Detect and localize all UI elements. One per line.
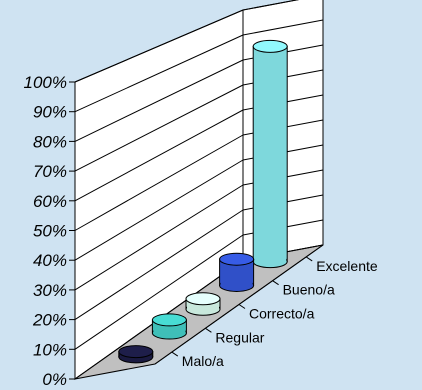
- bar-top: [151, 313, 187, 327]
- bars: [118, 39, 288, 364]
- side-gridline: [74, 184, 244, 291]
- side-gridline: [74, 209, 244, 321]
- bar-Bueno/a: [219, 252, 255, 292]
- bar-Excelente: [252, 39, 288, 269]
- y-tick-label: 30%: [33, 281, 67, 300]
- side-gridline: [74, 34, 244, 113]
- bar-top: [185, 292, 221, 306]
- y-tick-label: 100%: [24, 73, 67, 92]
- y-tick-label: 80%: [33, 132, 67, 151]
- x-tick-mark: [272, 280, 279, 286]
- bar-Malo/a: [118, 345, 154, 364]
- side-gridline: [74, 159, 244, 261]
- back-gridline: [242, 19, 324, 36]
- x-tick-label: Correcto/a: [249, 306, 315, 322]
- y-tick-label: 50%: [33, 222, 67, 241]
- side-gridline: [74, 109, 244, 202]
- x-axis-ticks: Excelente Bueno/a Correcto/a Regular Malo/a: [154, 244, 378, 369]
- y-tick-label: 0%: [42, 370, 67, 389]
- side-gridline: [74, 59, 244, 142]
- x-tick-label: Bueno/a: [283, 282, 335, 298]
- bar-top: [118, 345, 154, 359]
- bar-top: [252, 39, 288, 53]
- side-gridline: [74, 9, 244, 83]
- bar-fill: [254, 46, 287, 262]
- x-axis-line: [154, 244, 324, 365]
- bar-top: [219, 252, 255, 266]
- x-tick-label: Regular: [215, 329, 264, 345]
- side-gridline: [74, 84, 244, 172]
- y-tick-label: 70%: [33, 162, 67, 181]
- x-tick-mark: [171, 351, 179, 357]
- bar-Correcto/a: [185, 292, 221, 316]
- y-tick-label: 20%: [32, 311, 67, 330]
- side-gridline: [74, 234, 244, 350]
- back-gridline: [242, 0, 300, 11]
- y-tick-label: 60%: [33, 192, 67, 211]
- bar-Regular: [151, 313, 187, 340]
- x-tick-mark: [238, 304, 246, 309]
- y-axis-ticks: 0% 10% 20% 30% 40% 50% 60% 70% 80% 90% 100%: [24, 73, 75, 389]
- y-tick-label: 10%: [33, 340, 67, 359]
- x-tick-label: Malo/a: [182, 353, 224, 369]
- y-tick-label: 40%: [33, 251, 67, 270]
- x-tick-mark: [205, 327, 212, 333]
- x-tick-mark: [305, 256, 313, 262]
- side-gridline: [74, 134, 244, 231]
- y-tick-label: 90%: [33, 103, 67, 122]
- x-tick-label: Excelente: [316, 258, 378, 274]
